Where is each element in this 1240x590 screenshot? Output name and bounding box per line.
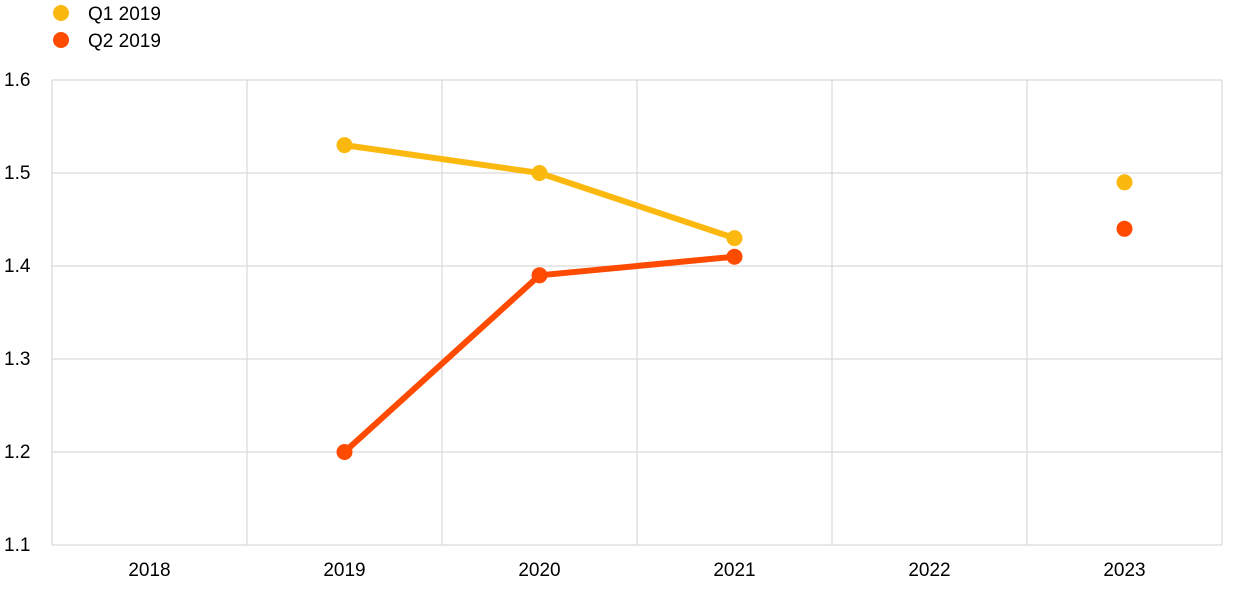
data-point (1116, 220, 1133, 237)
x-tick-label: 2020 (518, 560, 560, 581)
legend: Q1 2019 Q2 2019 (53, 4, 161, 52)
data-point (336, 444, 353, 460)
x-tick-label: 2022 (908, 560, 950, 581)
data-point (726, 230, 743, 247)
y-tick-label: 1.4 (4, 256, 31, 277)
x-axis: 2018 2019 2020 2021 2022 2023 (128, 560, 1145, 581)
x-tick-label: 2023 (1103, 560, 1145, 581)
legend-item: Q1 2019 (53, 4, 161, 25)
grid (51, 79, 1223, 546)
data-point (531, 165, 548, 181)
series-2 (336, 220, 1133, 460)
data-point (336, 137, 353, 154)
legend-marker (53, 32, 69, 48)
y-tick-label: 1.6 (4, 70, 30, 91)
legend-label: Q1 2019 (88, 4, 161, 25)
x-tick-label: 2021 (713, 560, 755, 581)
data-point (1116, 174, 1133, 191)
series-line (341, 142, 738, 242)
y-tick-label: 1.1 (4, 535, 30, 556)
data-point (531, 267, 548, 284)
series-line (341, 253, 738, 455)
x-tick-label: 2018 (128, 560, 170, 581)
y-tick-label: 1.3 (4, 349, 30, 370)
y-axis: 1.1 1.2 1.3 1.4 1.5 1.6 (4, 70, 31, 556)
y-tick-label: 1.5 (4, 163, 30, 184)
x-tick-label: 2019 (323, 560, 365, 581)
series-group (336, 137, 1133, 460)
legend-label: Q2 2019 (88, 31, 161, 52)
legend-item: Q2 2019 (53, 31, 161, 52)
y-tick-label: 1.2 (4, 442, 30, 463)
series-1 (336, 137, 1133, 247)
legend-marker (53, 5, 69, 21)
data-point (726, 248, 743, 265)
